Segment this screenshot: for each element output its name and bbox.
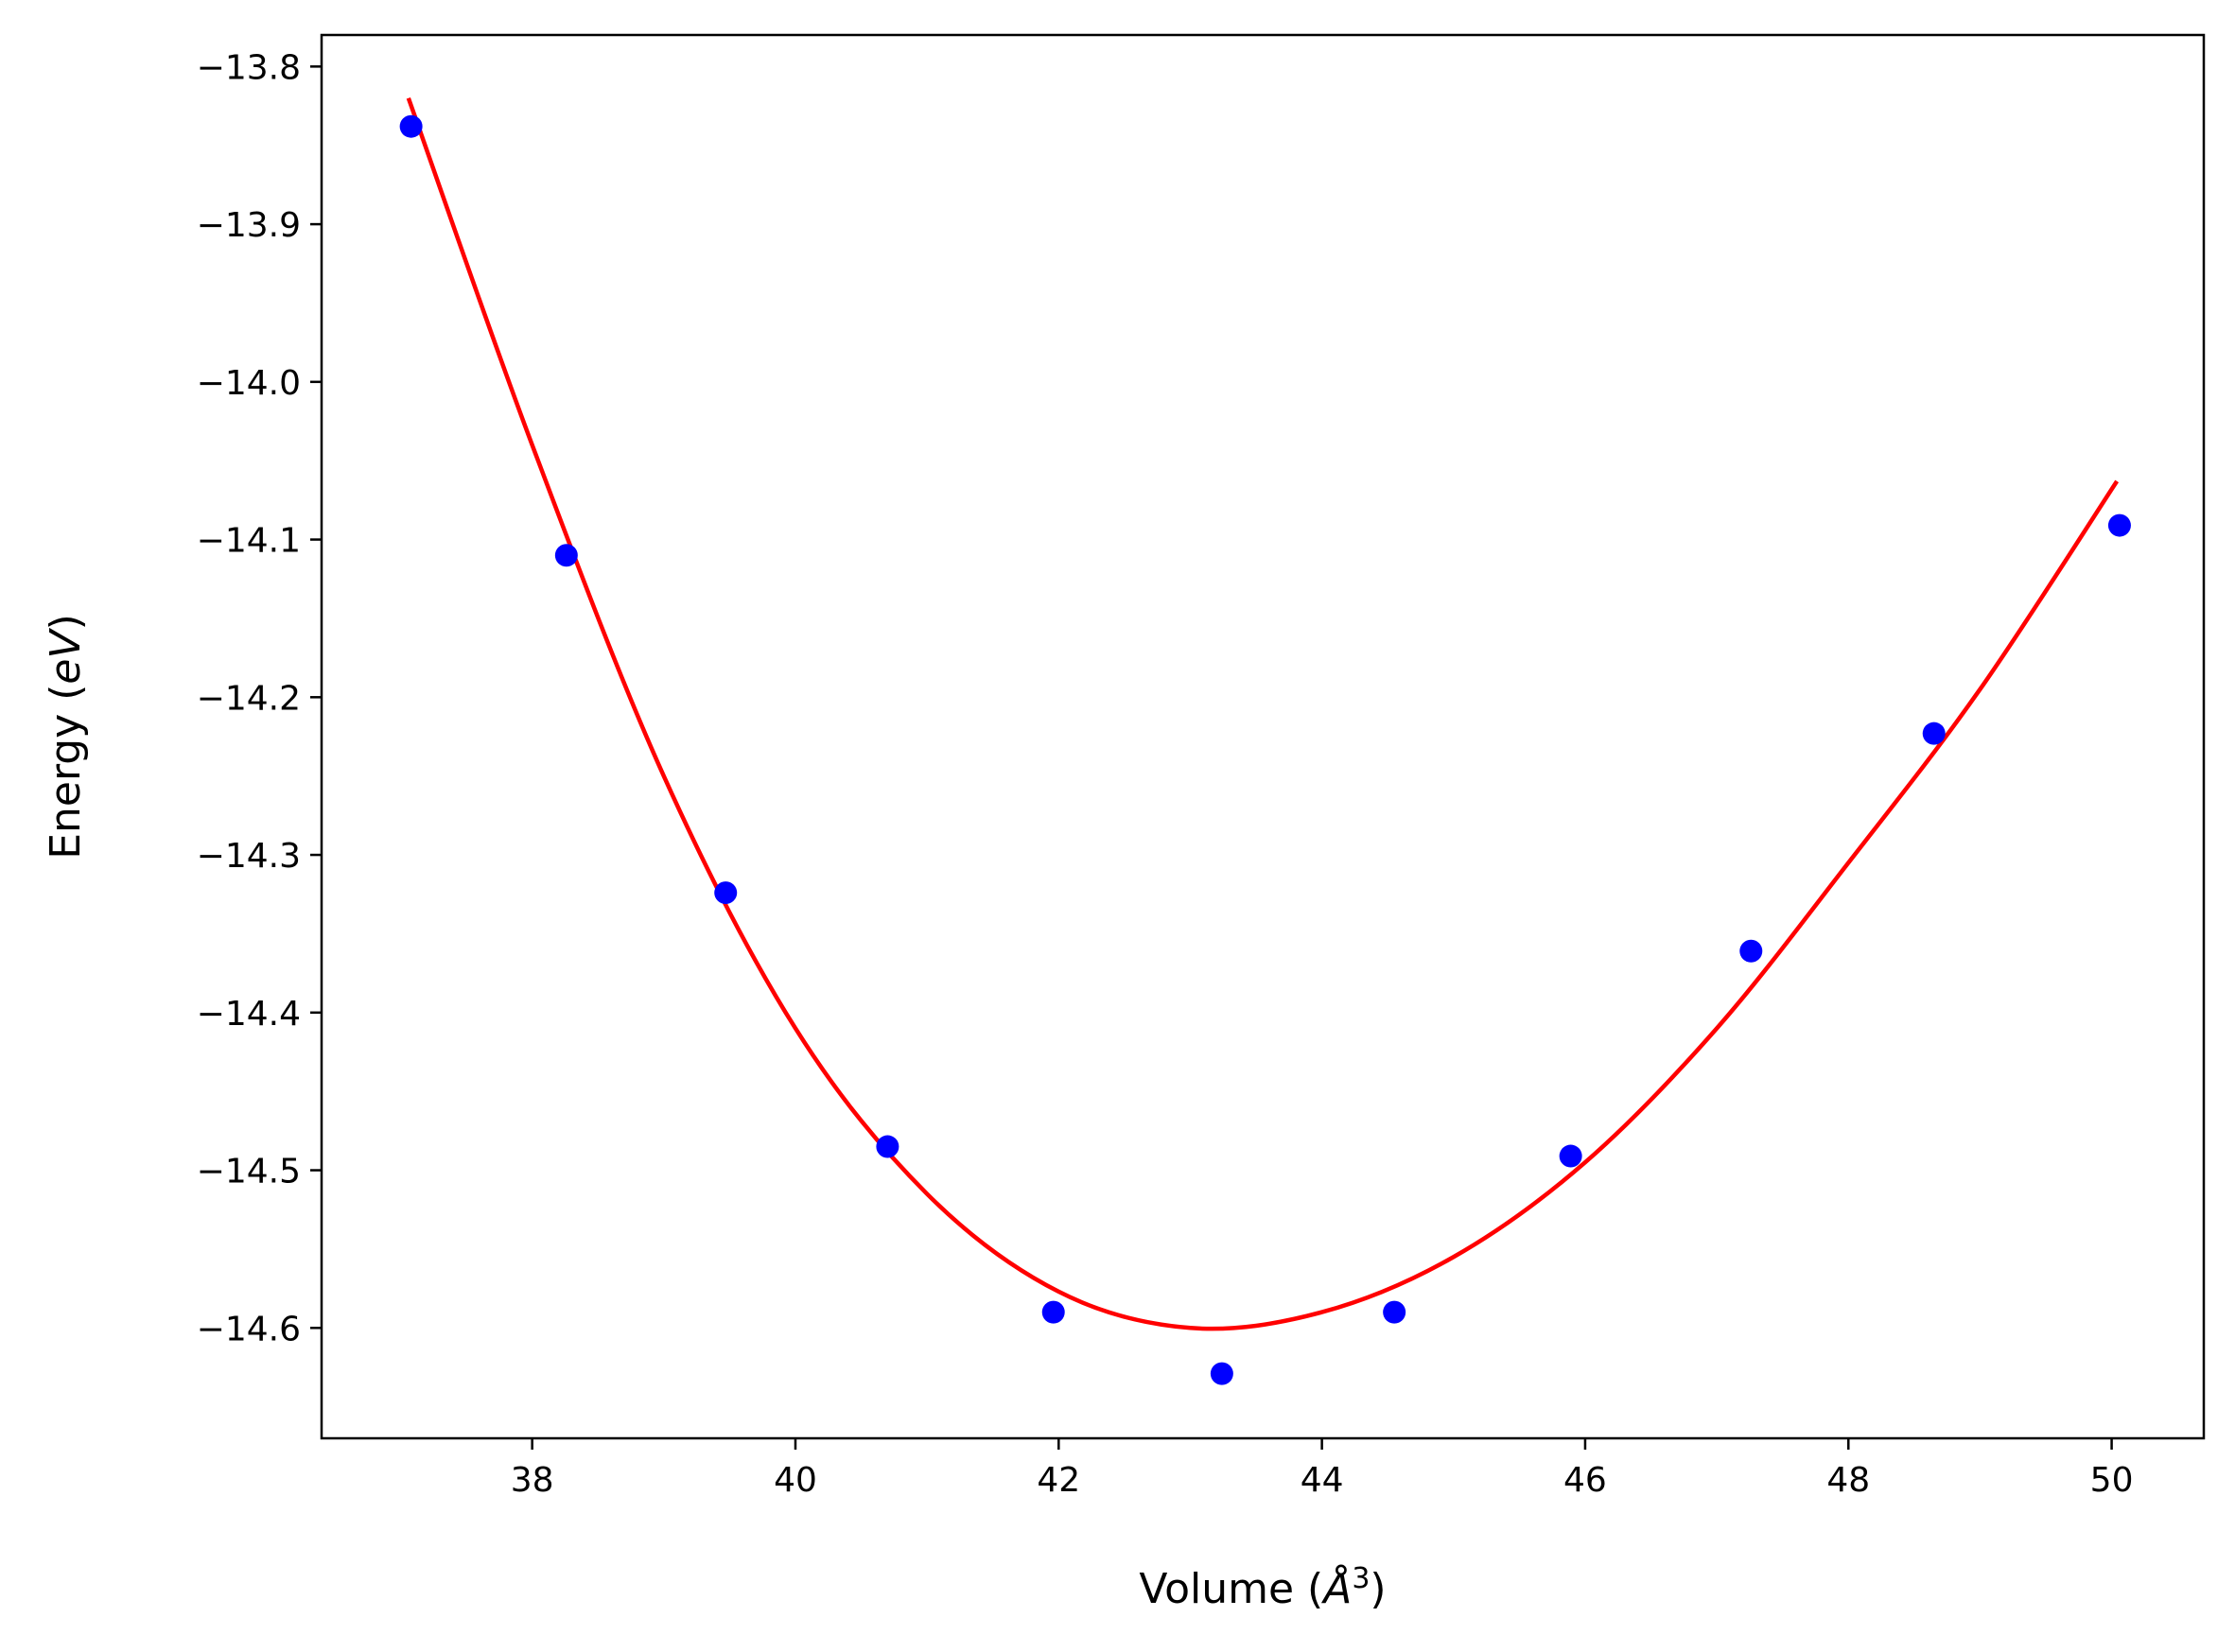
x-axis: 38 40 42 44 46 48 50 <box>511 1438 2134 1500</box>
fit-curve <box>406 96 2120 1331</box>
data-point <box>1922 722 1946 745</box>
x-tick-label: 38 <box>511 1461 554 1500</box>
data-point <box>1383 1300 1406 1324</box>
data-point <box>876 1135 899 1158</box>
y-tick-label: −14.2 <box>197 679 301 718</box>
data-point <box>1210 1362 1233 1385</box>
data-point <box>1041 1300 1065 1324</box>
y-tick-label: −14.0 <box>197 364 301 403</box>
x-tick-label: 40 <box>774 1461 817 1500</box>
x-tick-label: 50 <box>2090 1461 2134 1500</box>
y-axis-label: Energy (eV) <box>42 614 90 860</box>
y-tick-label: −14.1 <box>197 522 301 561</box>
data-point <box>714 881 738 905</box>
y-tick-label: −14.3 <box>197 837 301 876</box>
plot-area <box>399 96 2131 1385</box>
x-tick-label: 44 <box>1301 1461 1344 1500</box>
x-tick-label: 48 <box>1826 1461 1870 1500</box>
data-point <box>1559 1144 1582 1168</box>
data-point <box>2107 513 2131 537</box>
data-point <box>399 114 423 138</box>
x-axis-label: Volume (Å3) <box>1139 1562 1386 1613</box>
y-tick-label: −14.6 <box>197 1310 301 1348</box>
y-axis: −13.8 −13.9 −14.0 −14.1 −14.2 −14.3 −14.4 −14.5… <box>197 48 322 1348</box>
x-tick-label: 46 <box>1563 1461 1607 1500</box>
x-tick-label: 42 <box>1037 1461 1080 1500</box>
data-point <box>554 544 578 567</box>
y-tick-label: −13.8 <box>197 48 301 87</box>
data-point <box>1739 939 1763 963</box>
y-tick-label: −13.9 <box>197 206 301 245</box>
y-tick-label: −14.4 <box>197 995 301 1034</box>
axes-frame <box>320 33 2206 1440</box>
y-tick-label: −14.5 <box>197 1153 301 1191</box>
